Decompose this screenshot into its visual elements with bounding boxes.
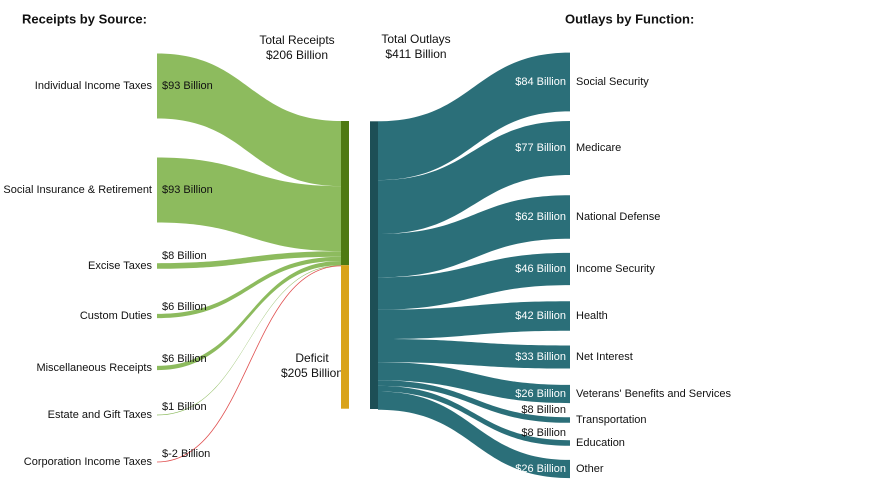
- outlay-flow: [378, 301, 570, 339]
- function-value-label: $84 Billion: [515, 76, 566, 88]
- source-value-label: $93 Billion: [162, 184, 213, 196]
- function-value-label: $8 Billion: [521, 404, 566, 416]
- function-label: National Defense: [576, 211, 660, 223]
- receipt-flow: [157, 256, 341, 319]
- outlay-flow: [378, 380, 570, 423]
- outlay-flow: [378, 252, 570, 310]
- function-label: Social Security: [576, 76, 649, 88]
- function-value-label: $8 Billion: [521, 427, 566, 439]
- receipts-node: [341, 121, 349, 266]
- outlay-flow: [378, 52, 570, 181]
- function-label: Health: [576, 310, 608, 322]
- function-label: Other: [576, 463, 604, 475]
- outlay-flow: [378, 339, 570, 369]
- function-label: Income Security: [576, 263, 655, 275]
- outlay-flow: [378, 391, 570, 479]
- source-label: Excise Taxes: [88, 260, 152, 272]
- outlay-flow: [378, 121, 570, 234]
- receipt-flow: [157, 53, 341, 187]
- outlays-node: [370, 121, 378, 410]
- function-value-label: $33 Billion: [515, 351, 566, 363]
- deficit-value-label: $205 Billion: [281, 366, 343, 380]
- source-label: Individual Income Taxes: [35, 80, 153, 92]
- source-value-label: $-2 Billion: [162, 448, 210, 460]
- outlays-value-label: $411 Billion: [385, 47, 446, 61]
- function-label: Veterans' Benefits and Services: [576, 388, 731, 400]
- function-value-label: $77 Billion: [515, 142, 566, 154]
- receipt-flow: [157, 265, 341, 416]
- function-value-label: $46 Billion: [515, 263, 566, 275]
- source-value-label: $8 Billion: [162, 250, 207, 262]
- source-label: Corporation Income Taxes: [24, 456, 153, 468]
- receipt-flow: [157, 251, 341, 269]
- receipt-flow: [157, 261, 341, 371]
- function-value-label: $62 Billion: [515, 211, 566, 223]
- outlay-flow: [378, 195, 570, 278]
- function-label: Net Interest: [576, 351, 633, 363]
- receipts-label: Total Receipts: [259, 33, 334, 47]
- function-label: Transportation: [576, 414, 647, 426]
- deficit-node: [341, 265, 349, 409]
- source-label: Social Insurance & Retirement: [3, 184, 152, 196]
- function-value-label: $26 Billion: [515, 463, 566, 475]
- function-label: Medicare: [576, 142, 621, 154]
- function-label: Education: [576, 437, 625, 449]
- source-value-label: $6 Billion: [162, 301, 207, 313]
- outlay-flow: [378, 362, 570, 404]
- outlays-title: Outlays by Function:: [565, 11, 694, 26]
- source-label: Estate and Gift Taxes: [48, 409, 153, 421]
- function-value-label: $26 Billion: [515, 388, 566, 400]
- outlay-flow: [378, 385, 570, 446]
- source-value-label: $1 Billion: [162, 401, 207, 413]
- receipt-flow: [157, 157, 341, 252]
- receipts-value-label: $206 Billion: [266, 48, 328, 62]
- deficit-label: Deficit: [295, 351, 329, 365]
- outlays-label: Total Outlays: [381, 32, 450, 46]
- source-label: Custom Duties: [80, 310, 153, 322]
- source-value-label: $93 Billion: [162, 80, 213, 92]
- source-label: Miscellaneous Receipts: [36, 362, 152, 374]
- receipts-title: Receipts by Source:: [22, 11, 147, 26]
- function-value-label: $42 Billion: [515, 310, 566, 322]
- source-value-label: $6 Billion: [162, 353, 207, 365]
- receipt-flow: [156, 265, 342, 463]
